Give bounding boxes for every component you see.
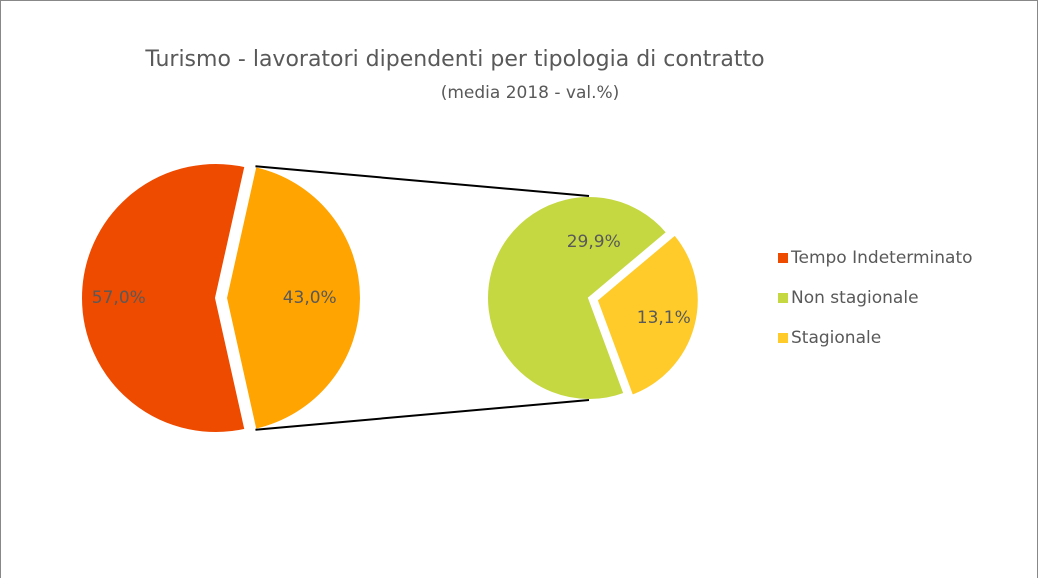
legend-swatch xyxy=(778,333,788,343)
legend-swatch xyxy=(778,253,788,263)
data-label: 43,0% xyxy=(283,288,337,308)
pie-slice xyxy=(595,233,700,397)
data-label: 29,9% xyxy=(567,232,621,252)
pie-slice xyxy=(80,162,247,434)
legend-label: Non stagionale xyxy=(791,288,919,308)
legend-label: Tempo Indeterminato xyxy=(790,248,973,268)
legend-swatch xyxy=(778,293,788,303)
legend-label: Stagionale xyxy=(791,328,881,348)
pie-slice xyxy=(486,195,669,401)
connector-line xyxy=(255,399,590,431)
data-label: 57,0% xyxy=(92,288,146,308)
data-label: 13,1% xyxy=(637,308,691,328)
pie-slice xyxy=(224,165,363,431)
connector-line xyxy=(255,165,590,197)
chart-subtitle: (media 2018 - val.%) xyxy=(441,83,620,103)
chart-title: Turismo - lavoratori dipendenti per tipo… xyxy=(144,47,764,72)
